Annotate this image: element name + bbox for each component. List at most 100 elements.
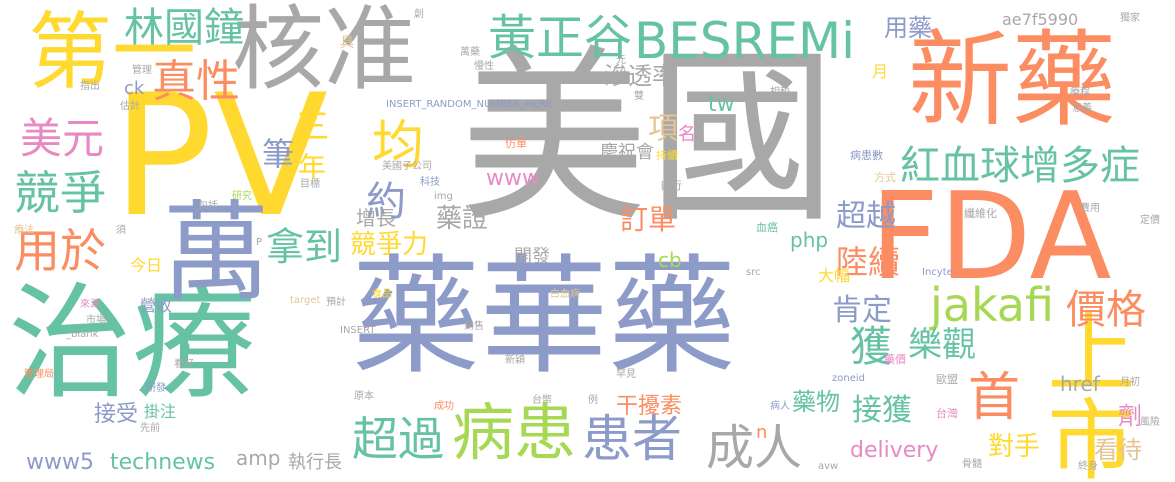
word-kai-fa: 開發 [514,246,550,267]
word-lai-yuan: 來源 [80,299,100,310]
word-ming: 名 [678,124,696,145]
word-xiao-shou: 銷售 [464,321,484,332]
word-le-guan: 樂觀 [908,325,976,365]
word-avw: avw [818,461,839,472]
word-di-yi: 第一 [28,3,197,101]
word-yan-fa: 研發 [146,383,166,394]
word-yue-month: 月 [872,62,889,81]
word-pv: PV [112,58,329,254]
word-xiang: 項 [642,112,677,142]
word-zhi-xing-zhang: 執行長 [288,452,342,473]
word-xian-qian: 先前 [140,423,160,434]
word-yan-jiu: 研究 [232,191,252,202]
word-cheng-gong: 成功 [434,401,454,412]
word-yue: 約 [366,179,406,225]
word-ck: ck [124,78,145,99]
word-zoneid: zoneid [832,373,865,384]
word-zhen-xing: 真性 [152,56,240,107]
word-yong-yu: 用於 [14,224,106,278]
word-tw: tw [708,92,735,117]
word-li: 例 [588,395,598,406]
word-hong-xue-qiu: 紅血球增多症 [900,143,1140,189]
word-a-letter: a [180,336,192,357]
word-feng-xian: 風險 [1140,417,1160,428]
word-man-xing: 慢性 [474,61,494,72]
word-target: target [290,295,321,306]
word-kan-hao: 看好 [174,359,194,370]
word-du-jia: 獨家 [1120,13,1140,24]
word-yuan-ben: 原本 [354,391,374,402]
word-mei-yuan: 美元 [20,114,105,163]
word-fda: FDA [870,168,1112,307]
word-shang-shi: 上市 [1033,306,1136,482]
word-jun: 均 [372,116,425,176]
word-gu-sui: 骨髓 [962,459,982,470]
word-www: www [486,166,540,191]
word-lin-guo-zhong: 林國鐘 [124,5,244,51]
word-xue-ai: 血癌 [756,221,778,234]
word-xin-yao: 新藥 [908,19,1117,141]
word-san: 三 [289,108,329,142]
word-chao-yue: 超越 [836,199,896,234]
word-insert-random: INSERT_RANDOM_NUMBER_HERE [386,99,553,110]
word-mei-guo-zi-gong-si: 美國子公司 [382,161,432,172]
word-ju: 具 [340,35,354,51]
word-ae7f: ae7f5990 [1002,10,1079,29]
word-php: php [790,228,829,252]
word-blank: _blank [66,329,99,340]
word-shen-tou-lu: 滲透率 [604,62,676,90]
word-na-dao: 拿到 [266,225,343,269]
word-yong-yao: 用藥 [884,14,932,42]
word-jakafi: jakafi [930,278,1054,332]
word-ke-ji: 科技 [420,177,440,188]
word-bi: 筆 [262,135,295,173]
word-liao-cheng: 療程 [1070,87,1090,98]
word-xian-wei-hua: 纖維化 [964,207,997,220]
word-ji: 劑 [1118,402,1142,430]
word-yuan: 元 [616,55,626,66]
word-yao-wu: 藥物 [792,388,840,416]
word-jie-shou: 接受 [94,402,139,427]
word-chi-xu: 持續 [656,149,678,162]
word-da-fu: 大幅 [818,266,851,285]
word-kan-dai: 看待 [1094,436,1142,464]
word-xin-zhi: 新穎 [505,355,525,366]
word-he-zhun: 核准 [232,0,417,103]
word-gan-rao-su: 干擾素 [616,394,683,419]
word-yu-ji: 預計 [326,297,346,308]
word-ken-ding: 肯定 [832,293,892,328]
word-jia-ge: 價格 [1066,287,1146,333]
word-shi-chang: 市場 [86,315,106,326]
word-technews: technews [110,450,216,475]
word-mei-guo: 美國 [460,29,836,248]
word-qing-zhu-hui: 慶祝會 [600,142,654,163]
word-chao-guo: 超過 [352,412,444,466]
word-www5: www5 [26,450,94,475]
word-delivery: delivery [850,438,939,463]
word-tai-wan: 台灣 [936,407,958,420]
word-xiang-jiao: 相較 [770,87,790,98]
word-gua-zhu: 掛注 [144,402,177,421]
word-gu-ji: 估計 [120,101,140,112]
word-cb: cb [658,248,682,272]
word-liao-fa: 療法 [14,225,34,236]
word-src: src [746,267,761,278]
word-chuang: 創 [414,9,424,20]
word-bing-ren: 病人 [770,401,790,412]
word-cheng-ren: 成人 [706,420,803,476]
word-fang-yao: 仿單 [505,137,527,150]
word-mu-biao: 目標 [300,179,320,190]
word-jing-zheng: 競爭 [14,166,106,220]
word-yao-jia: 藥價 [884,353,906,366]
word-yue-chu: 月初 [1120,377,1140,388]
word-zhong-shen: 終身 [1078,461,1098,472]
word-jin-ri: 今日 [130,256,163,275]
word-jie-huo: 接獲 [852,393,912,428]
word-zhi-liao: 治療 [8,272,257,416]
word-img: img [434,191,453,202]
word-guan-li: 管理 [132,65,152,76]
word-yao-hua-yao: 藥華藥 [352,243,737,392]
word-incyte: Incyte [922,267,953,278]
word-wan: 萬 [162,191,271,316]
word-ou-meng: 歐盟 [936,373,958,386]
